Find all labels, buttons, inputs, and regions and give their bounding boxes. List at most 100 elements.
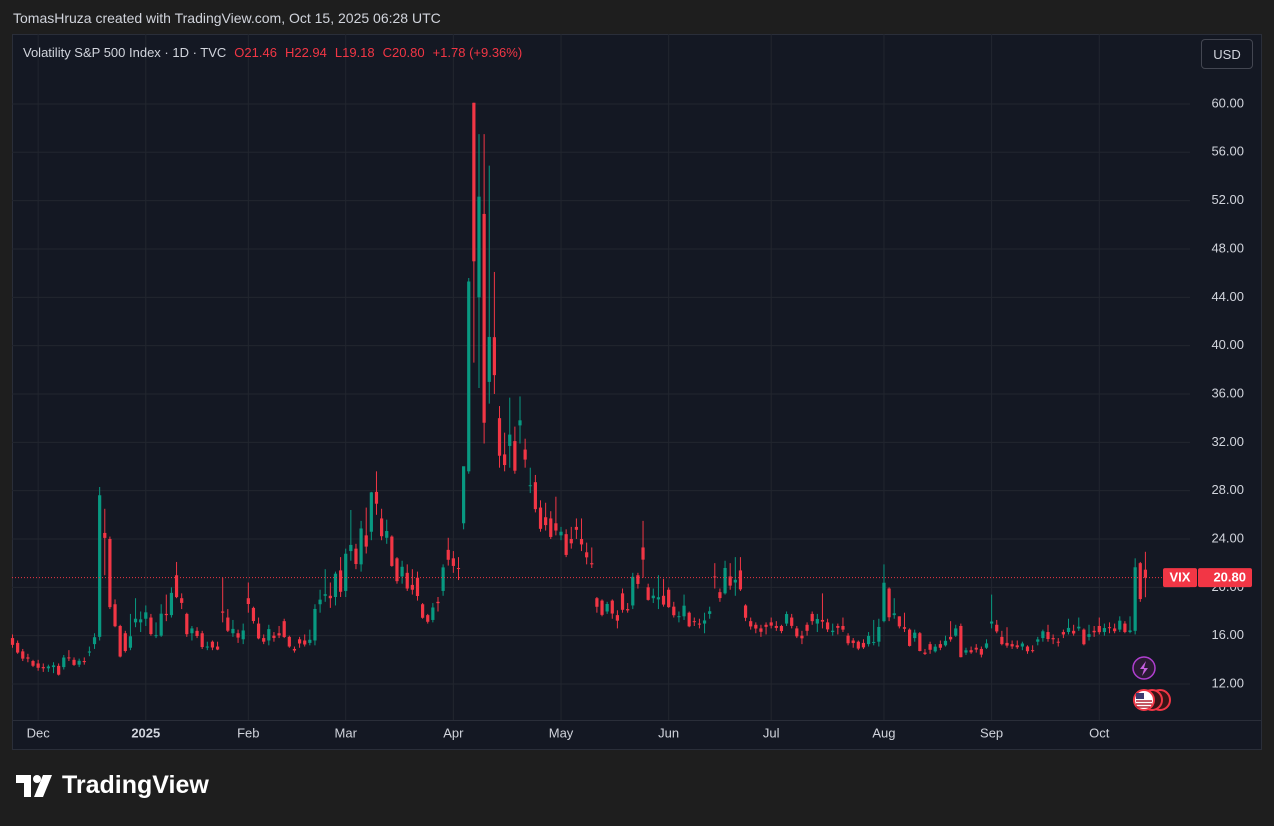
x-tick-label: Oct (1089, 725, 1110, 740)
candle-body (984, 643, 989, 648)
candle-body (72, 659, 76, 665)
candle-body (708, 611, 712, 614)
candle-body (1041, 631, 1045, 639)
candle-body (738, 570, 743, 590)
candle-body (128, 636, 133, 648)
candle-body (626, 609, 630, 611)
candle-body (979, 648, 983, 655)
credit: TomasHruza created with TradingView.com,… (13, 10, 441, 26)
candle-body (344, 553, 348, 591)
candle-body (1010, 644, 1014, 647)
x-tick-label: Sep (980, 725, 1003, 740)
candle-body (323, 594, 327, 596)
candle-body (656, 597, 661, 600)
currency-button[interactable]: USD (1201, 39, 1253, 69)
candle-body (108, 538, 112, 608)
candle-body (36, 663, 40, 668)
candle-body (1000, 636, 1004, 645)
candle-body (210, 641, 215, 648)
candle-body (564, 534, 568, 555)
candle-body (861, 642, 866, 648)
candle-body (820, 619, 825, 622)
candle-body (149, 617, 153, 635)
brand[interactable]: TradingView (16, 771, 209, 800)
candle-body (415, 577, 420, 597)
candle-body (764, 624, 768, 627)
candle-body (385, 531, 389, 538)
candle-body (1072, 630, 1076, 634)
candle-body (907, 629, 912, 646)
candle-body (1077, 626, 1081, 629)
candle-body (10, 638, 15, 645)
candle-body (902, 627, 907, 629)
event-icons[interactable] (1132, 656, 1171, 711)
price-tag-label: 20.80 (1213, 570, 1246, 585)
candle-body (1097, 625, 1101, 633)
candle-body (369, 492, 373, 532)
candle-body (1133, 567, 1137, 631)
y-tick-label: 28.00 (1211, 482, 1244, 497)
candle-body (390, 536, 394, 566)
logo-part (33, 774, 41, 783)
candle-body (400, 566, 404, 577)
candles (10, 102, 1148, 676)
x-tick-label: 2025 (131, 725, 160, 740)
candle-body (682, 605, 686, 617)
chart-panel (12, 34, 1262, 750)
candle-body (518, 420, 522, 426)
candle-body (451, 558, 455, 566)
candle-body (569, 538, 573, 544)
candle-body (467, 281, 471, 472)
candle-body (620, 593, 625, 610)
legend-value: H22.94 (284, 45, 327, 60)
x-tick-label: May (549, 725, 574, 740)
candle-body (831, 630, 835, 633)
symbol-title[interactable]: Volatility S&P 500 Index · 1D · TVC (23, 45, 227, 60)
candle-body (226, 617, 230, 631)
logo-part (16, 774, 31, 797)
y-tick-label: 52.00 (1211, 192, 1244, 207)
candle-body (462, 466, 466, 524)
candle-body (1113, 628, 1117, 632)
candle-body (692, 621, 696, 623)
candle-body (292, 648, 297, 651)
candle-body (723, 567, 727, 594)
candle-body (805, 624, 809, 631)
candle-body (133, 618, 138, 623)
candle-body (497, 418, 502, 456)
candle-body (159, 613, 163, 636)
candle-body (349, 544, 353, 552)
candle-body (256, 623, 261, 639)
x-tick-label: Jul (763, 725, 780, 740)
candle-body (308, 639, 312, 643)
candle-body (1061, 632, 1065, 635)
brand-logo (16, 774, 52, 797)
x-tick-label: Feb (237, 725, 259, 740)
candle-body (1025, 646, 1030, 652)
candle-body (92, 637, 97, 645)
candle-body (882, 582, 886, 622)
candle-body (918, 633, 922, 652)
candle-body (359, 528, 363, 565)
candle-body (1031, 650, 1035, 652)
candle-body (1118, 620, 1122, 630)
candle-body (610, 600, 614, 614)
candle-body (749, 621, 753, 627)
candle-body (87, 651, 92, 653)
legend-value: C20.80 (382, 45, 425, 60)
candle-body (774, 625, 778, 628)
y-tick-label: 36.00 (1211, 385, 1244, 400)
candle-body (277, 633, 281, 636)
y-tick-label: 32.00 (1211, 434, 1244, 449)
candle-body (995, 624, 999, 632)
candle-body (943, 640, 948, 646)
candle-body (62, 657, 66, 668)
candle-body (538, 507, 543, 529)
candle-body (231, 628, 235, 634)
candle-body (251, 607, 256, 622)
candle-body (431, 607, 435, 620)
candle-body (477, 196, 481, 298)
candle-body (672, 606, 676, 616)
candle-body (892, 613, 896, 616)
candle-body (795, 628, 799, 637)
